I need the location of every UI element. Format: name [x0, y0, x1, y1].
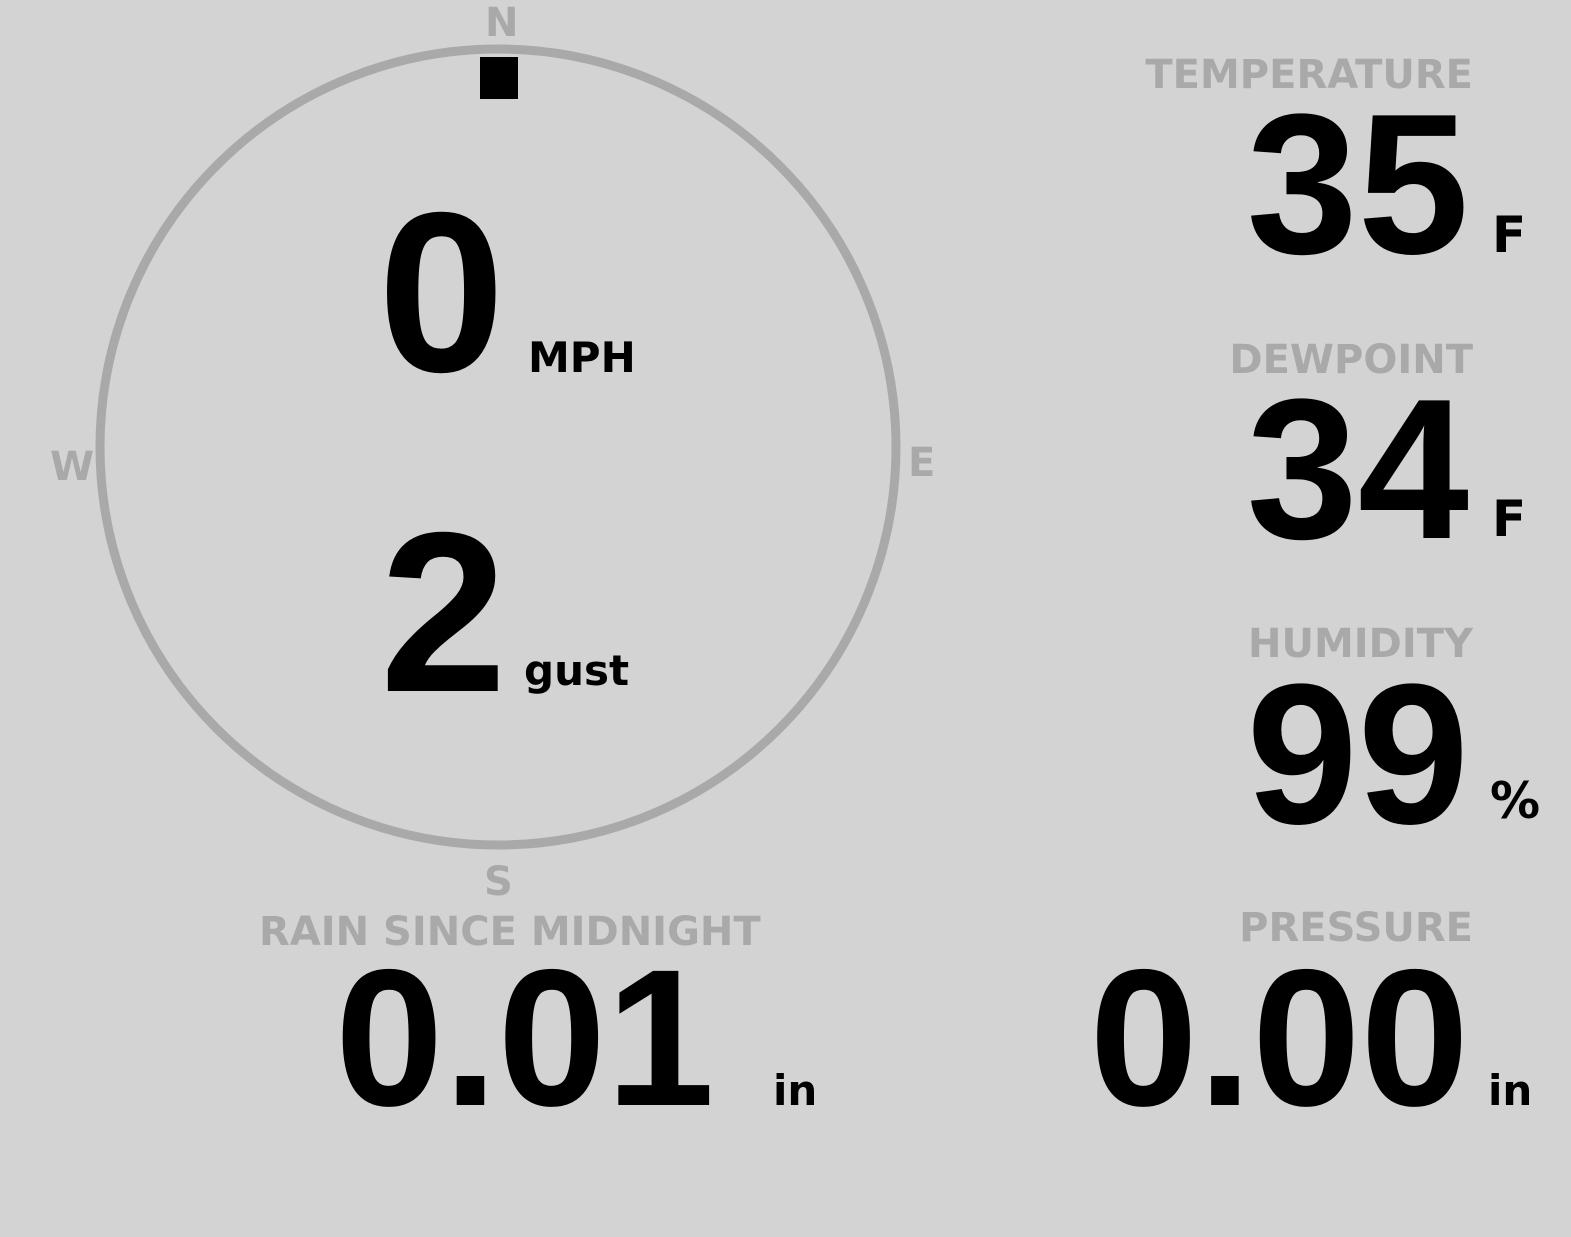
wind-compass-dial: [95, 44, 901, 850]
temperature-unit: F: [1492, 206, 1527, 264]
wind-speed-value: 0: [378, 166, 505, 420]
pressure-value: 0.00: [1089, 929, 1469, 1147]
wind-gust-unit: gust: [524, 646, 630, 695]
dewpoint-value: 34: [1246, 358, 1469, 581]
wind-direction-marker: [480, 57, 518, 99]
humidity-label: HUMIDITY: [1248, 621, 1473, 667]
humidity-value: 99: [1246, 643, 1469, 866]
rain-value: 0.01: [335, 929, 715, 1147]
rain-unit: in: [773, 1066, 818, 1115]
wind-gust-value: 2: [380, 486, 507, 740]
dewpoint-unit: F: [1492, 490, 1527, 548]
temperature-value: 35: [1246, 73, 1469, 296]
humidity-unit: %: [1490, 772, 1541, 830]
rain-label: RAIN SINCE MIDNIGHT: [259, 909, 761, 955]
wind-speed-unit: MPH: [528, 333, 636, 382]
temperature-label: TEMPERATURE: [1145, 52, 1473, 98]
pressure-label: PRESSURE: [1239, 905, 1473, 951]
compass-ring: [95, 44, 901, 850]
compass-east: E: [908, 440, 936, 486]
compass-west: W: [50, 444, 95, 490]
dewpoint-label: DEWPOINT: [1229, 337, 1473, 383]
compass-north: N: [485, 0, 519, 46]
pressure-unit: in: [1488, 1066, 1533, 1115]
compass-south: S: [484, 859, 513, 905]
